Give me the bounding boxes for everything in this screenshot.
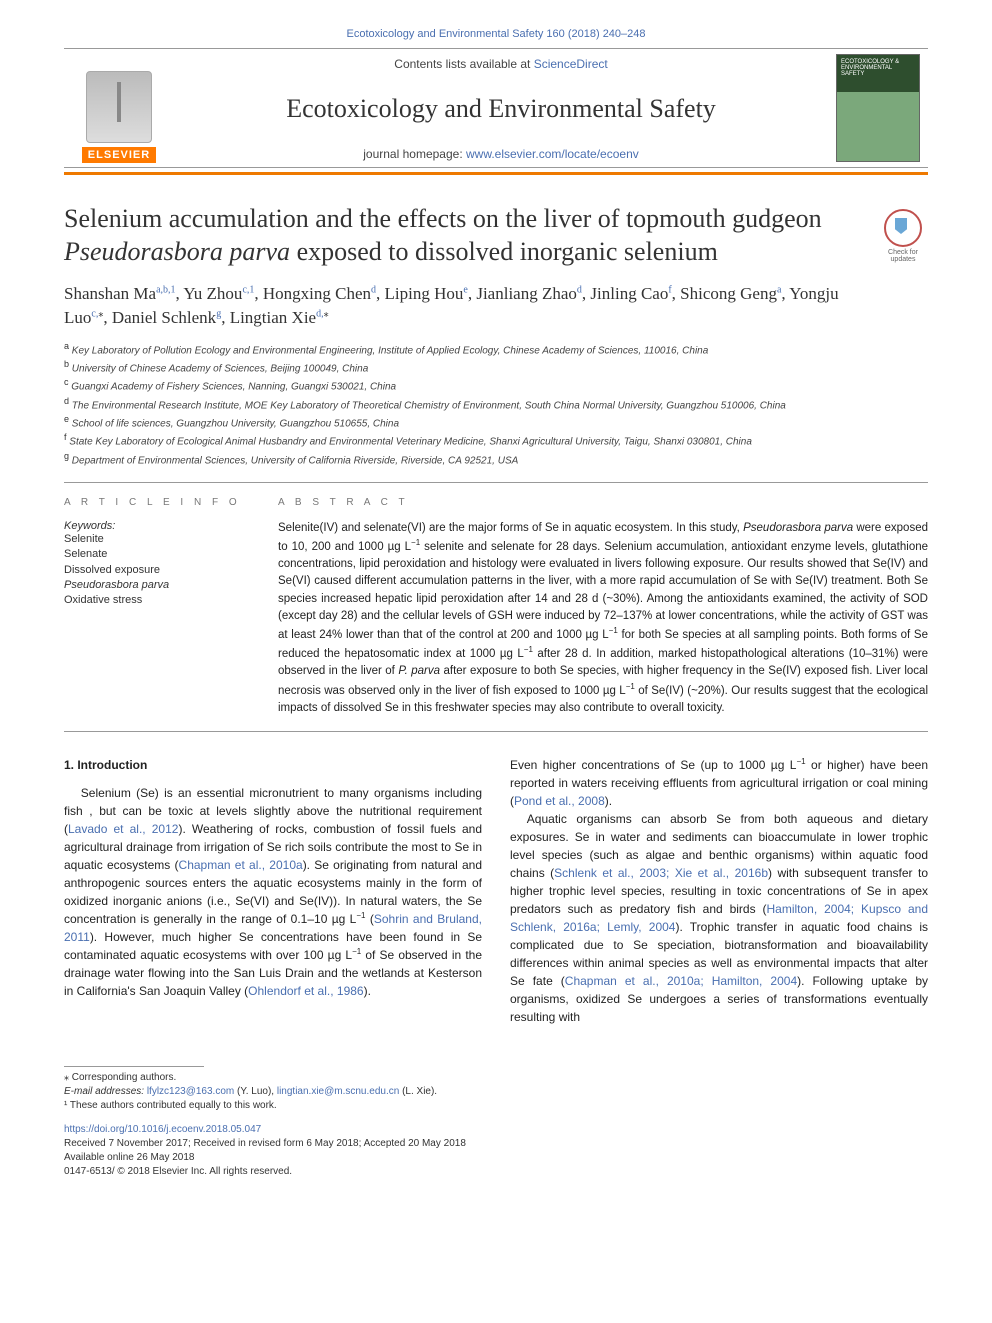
running-head: Ecotoxicology and Environmental Safety 1… (64, 28, 928, 40)
abstract-head: A B S T R A C T (278, 497, 928, 508)
publisher-block: ELSEVIER (64, 49, 174, 167)
journal-banner: ELSEVIER Contents lists available at Sci… (64, 48, 928, 168)
orange-rule (64, 172, 928, 175)
rule (64, 482, 928, 483)
affiliation: b University of Chinese Academy of Scien… (64, 358, 866, 376)
elsevier-logo-icon (86, 71, 152, 143)
publisher-label: ELSEVIER (82, 147, 156, 163)
corr-email-1[interactable]: lfylzc123@163.com (147, 1086, 234, 1097)
sciencedirect-link[interactable]: ScienceDirect (534, 57, 608, 71)
copyright-line: 0147-6513/ © 2018 Elsevier Inc. All righ… (64, 1165, 928, 1179)
journal-cover-icon: ECOTOXICOLOGY & ENVIRONMENTAL SAFETY (836, 54, 920, 162)
affiliation: g Department of Environmental Sciences, … (64, 450, 866, 468)
check-updates-label: Check for updates (888, 249, 918, 263)
history-line: Received 7 November 2017; Received in re… (64, 1137, 928, 1151)
email-label: E-mail addresses: (64, 1086, 147, 1097)
body-paragraph: Aquatic organisms can absorb Se from bot… (510, 810, 928, 1026)
corr-email-2[interactable]: lingtian.xie@m.scnu.edu.cn (277, 1086, 399, 1097)
title-species: Pseudorasbora parva (64, 237, 290, 266)
keywords-list: SeleniteSelenateDissolved exposurePseudo… (64, 532, 258, 609)
body-col-right: Even higher concentrations of Se (up to … (510, 756, 928, 1026)
title-post: exposed to dissolved inorganic selenium (290, 237, 718, 266)
crossmark-icon (884, 209, 922, 247)
doi-link[interactable]: https://doi.org/10.1016/j.ecoenv.2018.05… (64, 1123, 928, 1137)
section-heading: 1. Introduction (64, 756, 482, 774)
homepage-link[interactable]: www.elsevier.com/locate/ecoenv (466, 147, 639, 161)
body-paragraph: Even higher concentrations of Se (up to … (510, 756, 928, 810)
check-updates-badge[interactable]: Check for updates (878, 209, 928, 263)
article-info-head: A R T I C L E I N F O (64, 497, 258, 508)
affiliation: d The Environmental Research Institute, … (64, 395, 866, 413)
affiliation: e School of life sciences, Guangzhou Uni… (64, 413, 866, 431)
journal-name: Ecotoxicology and Environmental Safety (174, 94, 828, 124)
keyword: Dissolved exposure (64, 563, 258, 578)
keyword: Selenate (64, 547, 258, 562)
affiliation: c Guangxi Academy of Fishery Sciences, N… (64, 376, 866, 394)
body-paragraph: Selenium (Se) is an essential micronutri… (64, 784, 482, 1000)
abstract-text: Selenite(IV) and selenate(VI) are the ma… (278, 520, 928, 717)
keywords-label: Keywords: (64, 520, 258, 532)
affiliations: a Key Laboratory of Pollution Ecology an… (64, 340, 866, 468)
article-title: Selenium accumulation and the effects on… (64, 203, 866, 268)
keyword: Oxidative stress (64, 593, 258, 608)
contents-line: Contents lists available at ScienceDirec… (174, 57, 828, 71)
author-list: Shanshan Maa,b,1, Yu Zhouc,1, Hongxing C… (64, 282, 866, 330)
homepage-pre: journal homepage: (363, 147, 466, 161)
keyword: Pseudorasbora parva (64, 578, 258, 593)
equal-contrib-note: ¹ These authors contributed equally to t… (64, 1099, 928, 1113)
online-line: Available online 26 May 2018 (64, 1151, 928, 1165)
email-line: E-mail addresses: lfylzc123@163.com (Y. … (64, 1085, 928, 1099)
body-col-left: 1. Introduction Selenium (Se) is an esse… (64, 756, 482, 1026)
contents-line-pre: Contents lists available at (394, 57, 533, 71)
affiliation: a Key Laboratory of Pollution Ecology an… (64, 340, 866, 358)
rule (64, 731, 928, 732)
affiliation: f State Key Laboratory of Ecological Ani… (64, 431, 866, 449)
title-pre: Selenium accumulation and the effects on… (64, 204, 822, 233)
homepage-line: journal homepage: www.elsevier.com/locat… (174, 147, 828, 161)
footer: ⁎ Corresponding authors. E-mail addresse… (64, 1066, 928, 1179)
corresponding-label: ⁎ Corresponding authors. (64, 1071, 928, 1085)
email1-who: (Y. Luo), (234, 1086, 277, 1097)
email2-who: (L. Xie). (399, 1086, 437, 1097)
keyword: Selenite (64, 532, 258, 547)
